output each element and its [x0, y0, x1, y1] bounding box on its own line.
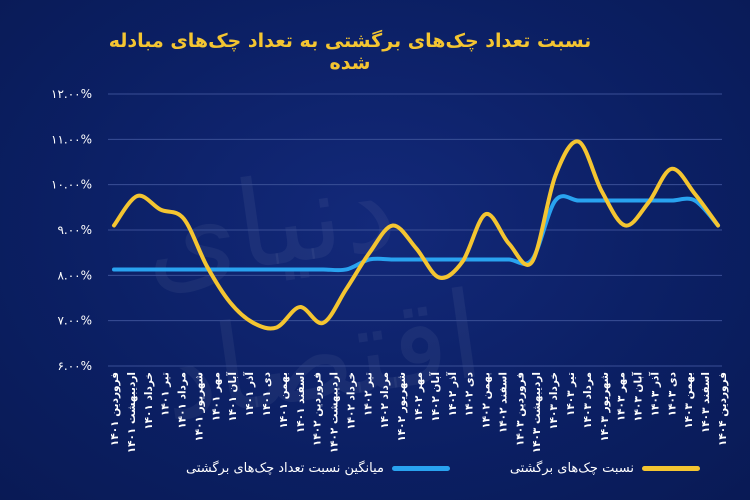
x-tick-label: آذر ۱۴۰۳	[648, 372, 661, 417]
x-tick-label: آبان ۱۴۰۲	[429, 372, 442, 422]
x-tick-label: فروردین ۱۴۰۱	[109, 372, 121, 446]
average-series-line	[112, 194, 720, 273]
x-tick-label: مهر ۱۴۰۲	[413, 372, 425, 421]
legend-ratio: نسبت چک‌های برگشتی	[510, 458, 700, 478]
x-tick-label: بهمن ۱۴۰۱	[278, 372, 290, 429]
x-tick-label: آبان ۱۴۰۳	[632, 372, 645, 422]
x-tick-label: فروردین ۱۴۰۲	[312, 372, 324, 446]
x-tick-label: آذر ۱۴۰۱	[243, 372, 256, 417]
x-axis: فروردین ۱۴۰۱ اردیبهشت ۱۴۰۱ خرداد ۱۴۰۱ تیر ۱…	[109, 371, 729, 453]
y-tick-label: ۸.۰۰%	[57, 268, 92, 282]
y-tick-label: ۱۲.۰۰%	[51, 87, 92, 101]
x-tick-label: مهر ۱۴۰۳	[616, 372, 628, 421]
x-tick-label: مرداد ۱۴۰۳	[582, 372, 594, 429]
x-tick-label: تیر ۱۴۰۳	[565, 372, 577, 416]
x-tick-label: فروردین ۱۴۰۳	[514, 372, 526, 446]
ratio-series-line	[112, 139, 720, 331]
x-tick-label: مرداد ۱۴۰۲	[379, 372, 391, 429]
x-tick-label: شهریور ۱۴۰۲	[396, 372, 408, 442]
x-tick-label: دی ۱۴۰۱	[261, 371, 273, 416]
x-tick-label: دی ۱۴۰۲	[464, 371, 476, 416]
x-tick-label: خرداد ۱۴۰۲	[345, 372, 357, 430]
x-tick-label: شهریور ۱۴۰۳	[599, 372, 611, 442]
legend-average-label: میانگین نسبت تعداد چک‌های برگشتی	[185, 460, 384, 476]
x-tick-label: بهمن ۱۴۰۲	[481, 372, 493, 429]
x-tick-label: تیر ۱۴۰۱	[160, 372, 172, 416]
x-tick-label: اردیبهشت ۱۴۰۱	[126, 372, 138, 453]
y-axis: ۶.۰۰% ۷.۰۰% ۸.۰۰% ۹.۰۰% ۱۰.۰۰% ۱۱.۰۰% ۱۲.۰۰%	[51, 87, 92, 373]
x-tick-label: بهمن ۱۴۰۳	[683, 372, 695, 429]
x-tick-label: اسفند ۱۴۰۲	[497, 372, 509, 433]
x-tick-label: آبان ۱۴۰۱	[226, 372, 239, 422]
x-tick-label: اسفند ۱۴۰۳	[700, 372, 712, 433]
legend-ratio-label: نسبت چک‌های برگشتی	[509, 460, 634, 476]
x-tick-label: اسفند ۱۴۰۱	[295, 372, 307, 433]
x-tick-label: مرداد ۱۴۰۱	[177, 372, 189, 429]
x-tick-label: آذر ۱۴۰۲	[446, 372, 459, 417]
series-lines	[112, 139, 720, 331]
x-tick-label: فروردین ۱۴۰۴	[717, 372, 729, 446]
x-tick-label: مهر ۱۴۰۱	[210, 372, 222, 421]
y-tick-label: ۶.۰۰%	[57, 359, 92, 373]
y-tick-label: ۱۱.۰۰%	[51, 132, 92, 146]
x-tick-label: دی ۱۴۰۳	[666, 371, 678, 416]
chart-title: نسبت تعداد چک‌های برگشتی به تعداد چک‌های…	[108, 30, 592, 74]
y-tick-label: ۹.۰۰%	[57, 223, 92, 237]
x-tick-label: شهریور ۱۴۰۱	[193, 372, 205, 442]
y-tick-label: ۷.۰۰%	[57, 314, 92, 328]
legend-average: میانگین نسبت تعداد چک‌های برگشتی	[186, 458, 450, 478]
x-tick-label: خرداد ۱۴۰۳	[548, 372, 560, 430]
x-tick-label: اردیبهشت ۱۴۰۳	[531, 372, 543, 453]
x-tick-label: اردیبهشت ۱۴۰۲	[329, 372, 341, 453]
x-tick-label: خرداد ۱۴۰۱	[143, 372, 155, 430]
x-tick-label: تیر ۱۴۰۲	[362, 372, 374, 416]
legend-average-swatch	[392, 465, 450, 471]
legend-ratio-swatch	[642, 465, 700, 471]
grid-lines	[108, 93, 722, 367]
y-tick-label: ۱۰.۰۰%	[51, 178, 92, 192]
